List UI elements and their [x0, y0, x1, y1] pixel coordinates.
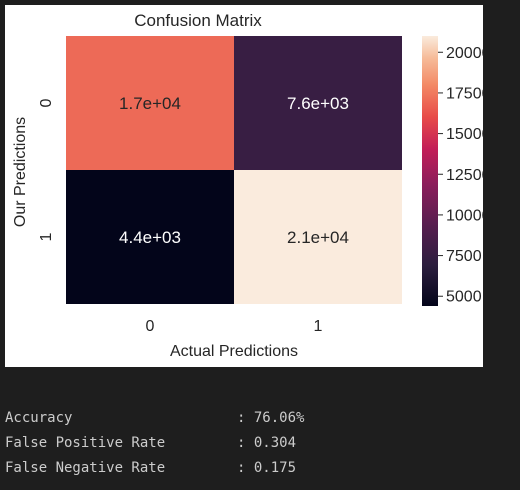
heatmap-cell-label: 1.7e+04 [119, 94, 181, 113]
heatmap-cell [234, 36, 402, 170]
colorbar [422, 36, 438, 306]
heatmap-cell [66, 36, 234, 170]
chart-title: Confusion Matrix [134, 11, 262, 30]
metric-name: Accuracy [5, 410, 73, 426]
colorbar-tick-label: 7500 [446, 248, 482, 265]
x-axis-label: Actual Predictions [170, 343, 298, 360]
colorbar-tick-label: 20000 [446, 45, 483, 62]
metric-row-false-negative-rate: False Negative Rate : 0.175 [5, 456, 505, 481]
heatmap-cell [234, 170, 402, 304]
confusion-matrix-figure: Confusion Matrix 1.7e+04 7.6e+03 4.4e+03 2.… [5, 5, 483, 367]
metric-row-accuracy: Accuracy : 76.06% [5, 406, 505, 431]
colorbar-tick-label: 15000 [446, 126, 483, 143]
heatmap-cell-labels: 1.7e+04 7.6e+03 4.4e+03 2.1e+04 [119, 94, 349, 247]
heatmap-cell-label: 7.6e+03 [287, 94, 349, 113]
colorbar-tick-label: 12500 [446, 167, 483, 184]
metric-name: False Negative Rate [5, 460, 166, 476]
confusion-matrix-chart: Confusion Matrix 1.7e+04 7.6e+03 4.4e+03 2.… [12, 11, 483, 360]
x-tick-label: 0 [146, 318, 155, 335]
heatmap-cell [66, 170, 234, 304]
heatmap-cell-label: 2.1e+04 [287, 228, 349, 247]
colorbar-tick-label: 5000 [446, 289, 482, 306]
metric-name: False Positive Rate [5, 435, 166, 451]
heatmap-cell-label: 4.4e+03 [119, 228, 181, 247]
metric-value: : 0.175 [237, 460, 297, 476]
heatmap-cells [66, 36, 402, 304]
y-axis-label: Our Predictions [12, 117, 29, 227]
y-axis-ticks: 01 [38, 98, 55, 241]
metric-value: : 0.304 [237, 435, 297, 451]
colorbar-tick-label: 17500 [446, 85, 483, 102]
metric-value: : 76.06% [237, 410, 305, 426]
y-tick-label: 1 [38, 232, 55, 241]
y-tick-label: 0 [38, 98, 55, 107]
metric-row-false-positive-rate: False Positive Rate : 0.304 [5, 431, 505, 456]
colorbar-tick-label: 10000 [446, 207, 483, 224]
colorbar-ticks: 5000 7500 10000 12500 15000 17500 20000 [438, 45, 483, 306]
metrics-output: Accuracy : 76.06% False Positive Rate : 0.… [5, 406, 505, 481]
x-tick-label: 1 [314, 318, 323, 335]
